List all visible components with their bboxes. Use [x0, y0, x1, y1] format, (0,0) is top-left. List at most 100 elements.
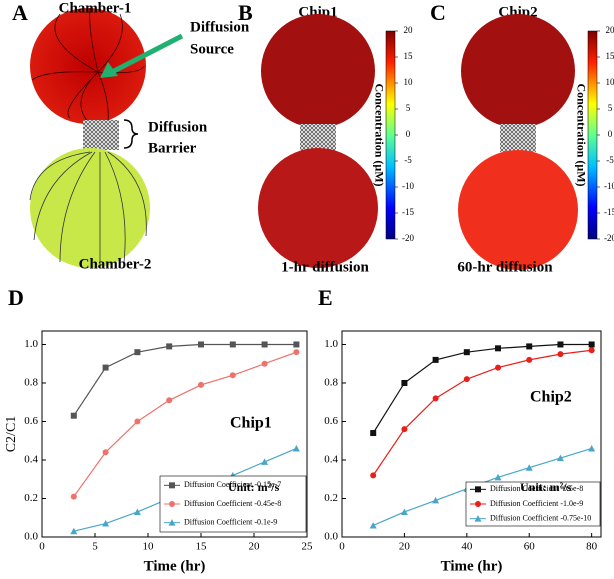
diffusion-barrier [83, 120, 119, 150]
source-label: Source [190, 41, 234, 57]
chart: E 0 20 40 60 80 0.0 0.2 0.4 0.6 0.8 1.0 Time (hr) Dif… [318, 285, 602, 574]
colorbar-tick-label: -20 [604, 233, 614, 243]
brace [123, 119, 139, 149]
marker [102, 364, 109, 371]
diffusion-barrier [500, 124, 536, 152]
y-tick-label: 1.0 [24, 338, 38, 350]
marker [588, 347, 595, 354]
panel-label: A [12, 0, 28, 25]
plot-frame [41, 330, 308, 538]
marker [494, 473, 502, 481]
marker [495, 364, 502, 371]
marker [229, 372, 236, 379]
marker [432, 356, 439, 363]
colorbar-label: Concentration (μM) [574, 83, 588, 186]
x-tick-label: 20 [249, 541, 261, 553]
colorbar-tick-label: 20 [606, 25, 614, 35]
y-tick-label: 0.0 [24, 531, 38, 543]
chamber-1 [261, 14, 375, 128]
marker [169, 501, 175, 507]
marker [198, 381, 204, 388]
colorbar [587, 30, 598, 240]
legend-label: Diffusion Coefficient -1.0e-9 [490, 499, 583, 508]
barrier-label: Diffusion [148, 119, 208, 135]
x-tick-label: 0 [339, 541, 345, 553]
chamber-1 [461, 14, 575, 128]
marker [261, 341, 268, 348]
y-tick-label: 0.6 [324, 415, 338, 427]
x-tick-label: 5 [92, 541, 98, 553]
caption: 1-hr diffusion [281, 259, 369, 275]
marker [261, 458, 269, 465]
colorbar-tick-label: 20 [404, 25, 414, 35]
series-line [372, 349, 592, 476]
series-line [73, 343, 297, 417]
marker [292, 444, 300, 452]
marker [463, 376, 470, 383]
marker [134, 349, 141, 356]
marker [102, 449, 109, 456]
colorbar-label: Concentration (μM) [372, 83, 386, 186]
marker [526, 356, 533, 363]
chamber-2 [258, 148, 378, 268]
colorbar-tick-label: 0 [608, 129, 613, 139]
y-tick-label: 0.6 [24, 415, 38, 427]
legend-label: Diffusion Coefficient -0.45e-8 [184, 499, 281, 508]
y-tick-label: 1.0 [324, 338, 338, 350]
marker [556, 454, 564, 462]
x-tick-label: 0 [39, 541, 45, 553]
legend-label: Diffusion Coefficient -0.1e-9 [184, 517, 277, 526]
colorbar-tick-label: -15 [604, 207, 614, 217]
marker [70, 412, 77, 419]
colorbar-tick-label: -20 [402, 233, 414, 243]
y-tick-label: 0.2 [24, 492, 38, 504]
x-tick-label: 10 [143, 541, 155, 553]
colorbar-tick-label: -5 [606, 155, 614, 165]
series-line [372, 343, 592, 434]
y-axis-label: C2/C1 [4, 416, 19, 453]
chip-annotation: Chip2 [530, 389, 572, 406]
y-tick-label: 0.4 [324, 454, 338, 466]
marker [133, 508, 141, 515]
colorbar-tick-label: -5 [404, 155, 412, 165]
marker [588, 341, 595, 348]
marker [432, 395, 439, 402]
colorbar-tick-label: 15 [606, 51, 614, 61]
panel-label: D [8, 285, 24, 310]
marker [526, 343, 533, 350]
marker [432, 496, 440, 504]
x-tick-label: 25 [302, 541, 314, 553]
marker [70, 493, 77, 500]
panel-label: E [318, 285, 333, 310]
colorbar-tick-label: 10 [404, 77, 414, 87]
marker [401, 426, 408, 433]
marker [525, 464, 533, 471]
x-axis-label: Time (hr) [441, 558, 503, 574]
marker [134, 418, 141, 425]
marker [463, 349, 470, 356]
marker [495, 345, 502, 352]
marker [370, 430, 377, 437]
marker [166, 343, 173, 350]
y-tick-label: 0.4 [24, 454, 38, 466]
panel-label: B [238, 0, 253, 25]
marker [588, 444, 596, 452]
colorbar [385, 30, 396, 240]
series-line [73, 351, 297, 497]
marker [369, 521, 377, 529]
marker [166, 397, 173, 404]
unit-label: Unit: m²/s [228, 480, 280, 494]
panel-c: C Chip2 60-hr diffusion [430, 0, 578, 275]
y-tick-label: 0.0 [324, 531, 338, 543]
marker [70, 527, 78, 535]
y-tick-label: 0.2 [324, 492, 338, 504]
marker [229, 341, 236, 348]
legend-label: Diffusion Coefficient -0.15e-7 [184, 480, 281, 489]
panel-b: B Chip1 1-hr diffusion [238, 0, 378, 275]
colorbar-tick-label: 5 [608, 103, 613, 113]
chamber-2 [458, 150, 578, 270]
unit-label: Unit: m²/s [520, 480, 572, 494]
arrow [110, 33, 184, 75]
chamber-label: Chamber-2 [79, 256, 152, 272]
